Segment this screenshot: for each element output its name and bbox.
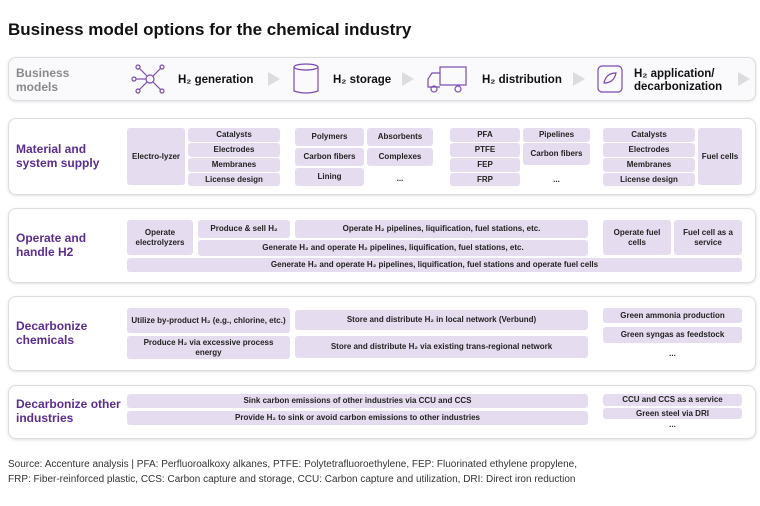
cell: Membranes (188, 158, 280, 172)
cell: FRP (450, 173, 520, 186)
cell: Fuel cells (698, 128, 742, 185)
column-head: H₂ application/ decarbonization (634, 68, 723, 93)
row-label: Material and system supply (16, 142, 100, 170)
cell: Store and distribute H₂ in local network… (295, 310, 588, 330)
title: Business model options for the chemical … (8, 20, 412, 39)
row-label: Decarbonize chemicals (16, 319, 88, 347)
cell: Store and distribute H₂ via existing tra… (295, 336, 588, 358)
cell: Sink carbon emissions of other industrie… (127, 394, 588, 408)
header-label: Business models (16, 66, 70, 94)
cell: Fuel cell as a service (674, 220, 742, 255)
icon-truck (427, 66, 467, 93)
cell: CCU and CCS as a service (603, 394, 742, 406)
header-icons (131, 63, 750, 94)
cell: ... (669, 348, 676, 358)
cell: PFA (450, 128, 520, 142)
cell: Polymers (295, 128, 364, 146)
row-label: Operate and handle H2 (16, 231, 87, 259)
icon-application (597, 65, 623, 93)
cell: ... (553, 174, 560, 184)
cell: Catalysts (188, 128, 280, 142)
cell: Lining (295, 168, 364, 186)
column-head: H₂ storage (333, 74, 392, 86)
cell: Provide H₂ to sink or avoid carbon emiss… (127, 411, 588, 425)
header-arrows (268, 72, 750, 86)
cell: Generate H₂ and operate H₂ pipelines, li… (127, 258, 742, 272)
header-row (8, 57, 756, 101)
source-line: Source: Accenture analysis | PFA: Perflu… (8, 459, 578, 470)
cell: Produce & sell H₂ (198, 220, 290, 238)
cell: Utilize by-product H₂ (e.g., chlorine, e… (127, 308, 290, 333)
cell: PTFE (450, 143, 520, 157)
cell: ... (396, 174, 404, 184)
cell: Operate H₂ pipelines, liquification, fue… (295, 220, 588, 238)
cell: Green ammonia production (603, 308, 742, 323)
icon-storage (293, 63, 319, 94)
cell: Electrodes (603, 143, 695, 157)
cell: License design (603, 173, 695, 186)
cell: Pipelines (523, 128, 590, 142)
cell: Generate H₂ and operate H₂ pipelines, li… (198, 240, 588, 256)
cell: Green syngas as feedstock (603, 327, 742, 343)
column-head: H₂ distribution (482, 74, 562, 86)
cell: ... (669, 420, 676, 430)
cell: Electrodes (188, 143, 280, 157)
cell: Complexes (367, 148, 433, 166)
cell: Produce H₂ via excessive process energy (127, 336, 290, 359)
cell: Electro-lyzer (127, 128, 185, 185)
row-label: Decarbonize other industries (16, 397, 121, 425)
icon-network (131, 64, 165, 94)
cell: Membranes (603, 158, 695, 172)
cell: Green steel via DRI (603, 408, 742, 419)
cell: FEP (450, 158, 520, 172)
cell: Carbon fibers (295, 148, 364, 166)
source-line: FRP: Fiber-reinforced plastic, CCS: Carb… (8, 474, 576, 485)
cell: Catalysts (603, 128, 695, 142)
cell: Carbon fibers (523, 143, 590, 165)
column-head: H₂ generation (178, 74, 254, 86)
cell: Operate fuel cells (603, 220, 671, 255)
cell: License design (188, 173, 280, 186)
cell: Absorbents (367, 128, 433, 146)
cell: Operate electrolyzers (127, 220, 193, 255)
